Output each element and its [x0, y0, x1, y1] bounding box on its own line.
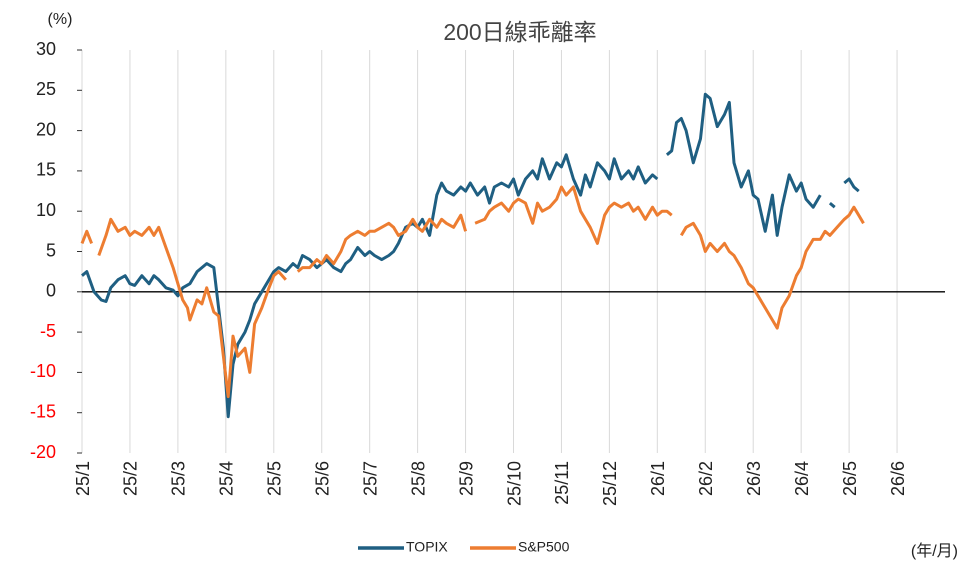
x-tick-label: 25/4 — [217, 461, 237, 496]
x-tick-label: 25/12 — [600, 461, 620, 506]
x-tick-label: 25/11 — [552, 461, 572, 505]
legend-label: TOPIX — [406, 539, 448, 555]
x-tick-label: 25/1 — [73, 461, 93, 496]
y-tick-label: 0 — [46, 281, 56, 301]
x-tick-label: 26/4 — [792, 461, 812, 496]
x-tick-label: 25/10 — [504, 461, 524, 506]
x-unit: (年/月) — [911, 542, 958, 560]
legend-label: S&P500 — [518, 539, 570, 555]
x-tick-label: 25/8 — [408, 461, 428, 496]
y-tick-label: 25 — [36, 79, 56, 99]
x-tick-label: 25/7 — [360, 461, 380, 496]
y-tick-label: -15 — [30, 401, 56, 421]
y-tick-label: 30 — [36, 39, 56, 59]
y-unit: (%) — [48, 11, 73, 28]
x-tick-label: 26/5 — [840, 461, 860, 496]
chart-title: 200日線乖離率 — [443, 19, 596, 45]
x-tick-label: 26/6 — [888, 461, 908, 496]
line-series — [80, 185, 865, 399]
x-tick-label: 25/5 — [265, 461, 285, 496]
y-tick-label: 20 — [36, 119, 56, 139]
y-tick-label: -5 — [40, 321, 56, 341]
x-tick-label: 26/1 — [648, 461, 668, 496]
x-tick-label: 25/9 — [456, 461, 476, 496]
line-series — [81, 92, 860, 419]
x-tick-label: 26/2 — [696, 461, 716, 496]
y-tick-label: -20 — [30, 442, 56, 462]
y-tick-label: 15 — [36, 160, 56, 180]
y-tick-label: 10 — [36, 200, 56, 220]
y-tick-label: 5 — [46, 240, 56, 260]
y-tick-label: -10 — [30, 361, 56, 381]
x-tick-label: 25/2 — [121, 461, 141, 496]
x-tick-label: 25/6 — [312, 461, 332, 496]
x-tick-label: 25/3 — [169, 461, 189, 496]
x-tick-label: 26/3 — [744, 461, 764, 496]
